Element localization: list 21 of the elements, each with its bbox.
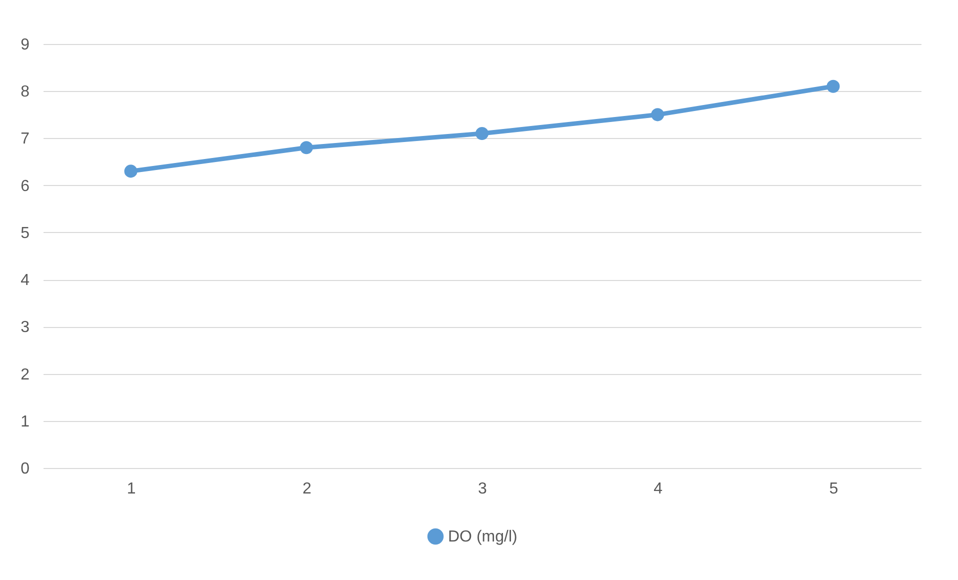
point <box>300 141 313 154</box>
y-tick-label: 5 <box>20 224 30 242</box>
point <box>826 80 840 93</box>
y-tick-label: 1 <box>20 413 30 430</box>
y-tick-label: 2 <box>20 366 30 384</box>
x-tick-label: 3 <box>478 480 488 498</box>
y-tick-label: 6 <box>20 178 30 195</box>
y-tick-label: 9 <box>20 36 30 54</box>
legend-label: DO (mg/l) <box>448 528 518 546</box>
x-tick-label: 2 <box>302 480 312 498</box>
y-tick-label: 4 <box>20 272 30 290</box>
point <box>124 164 138 178</box>
y-tick-label: 3 <box>20 319 30 336</box>
y-tick-label: 8 <box>20 84 30 101</box>
y-tick-label: 7 <box>20 130 30 148</box>
y-tick-label: 0 <box>20 460 30 478</box>
point <box>651 108 664 122</box>
x-tick-label: 4 <box>654 480 663 498</box>
x-tick-label: 5 <box>829 480 838 498</box>
x-tick-label: 1 <box>126 480 136 498</box>
point <box>475 127 489 140</box>
